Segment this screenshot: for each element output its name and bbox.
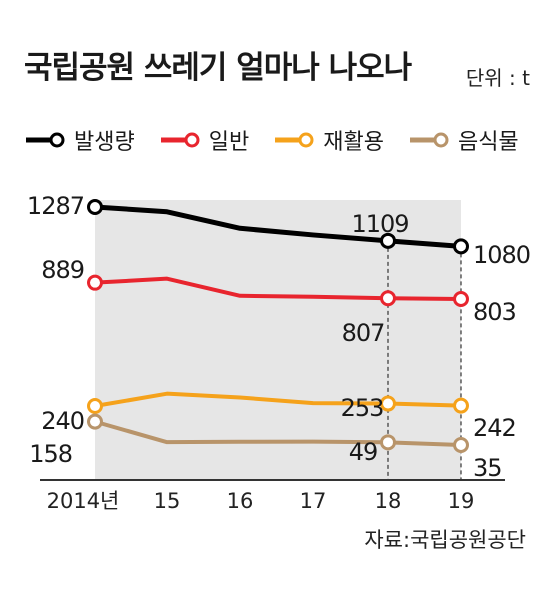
legend-item-food: 음식물 [409,124,519,156]
data-label-general: 803 [473,298,516,326]
legend-item-general: 일반 [160,124,250,156]
legend-swatch-recycle [275,132,314,148]
data-label-total: 1080 [473,241,530,269]
unit-label: 단위 : t [465,66,530,90]
data-point-food [87,413,103,430]
series-line-recycle [94,391,462,409]
data-label-general: 807 [342,319,385,347]
legend-item-recycle: 재활용 [275,124,384,156]
data-label-total: 1109 [351,210,408,238]
data-point-total [453,238,469,255]
data-label-food: 49 [349,438,378,466]
x-tick-label: 19 [448,489,475,513]
source-note: 자료:국립공원공단 [364,528,526,552]
legend-label-total: 발생량 [74,130,135,155]
chart-title: 국립공원 쓰레기 얼마나 나오나 [24,50,412,86]
data-label-food: 35 [473,454,502,482]
data-point-food [453,437,469,453]
data-point-total [87,199,103,215]
data-point-food [380,434,396,451]
data-point-recycle [87,398,103,415]
data-label-general: 889 [41,256,84,284]
plot-background [95,200,461,480]
series-line-total [94,204,462,249]
data-label-recycle: 240 [41,407,84,435]
data-label-total: 1287 [27,192,84,220]
legend-item-total: 발생량 [26,124,135,156]
data-point-general [87,274,103,291]
data-point-general [453,291,469,308]
legend-label-food: 음식물 [457,130,519,155]
data-point-recycle [380,395,396,412]
x-tick-label: 15 [154,489,181,513]
data-label-food: 158 [29,440,72,468]
data-point-total [380,232,396,249]
legend-swatch-total [26,132,65,148]
legend-swatch-food [409,132,449,148]
data-point-recycle [453,397,469,414]
legend-label-general: 일반 [208,130,250,155]
x-tick-label: 2014년 [47,489,120,513]
data-label-recycle: 242 [473,414,516,442]
legend-swatch-general [160,132,200,148]
series-line-food [94,419,462,447]
x-tick-label: 18 [375,489,402,513]
data-point-general [380,290,396,307]
data-label-recycle: 253 [341,394,384,422]
series-line-general [94,276,462,302]
x-tick-label: 16 [227,489,254,513]
legend-label-recycle: 재활용 [323,130,384,155]
legend: 발생량 일반 재활용 음식물 [26,124,519,156]
x-tick-label: 17 [300,489,327,513]
